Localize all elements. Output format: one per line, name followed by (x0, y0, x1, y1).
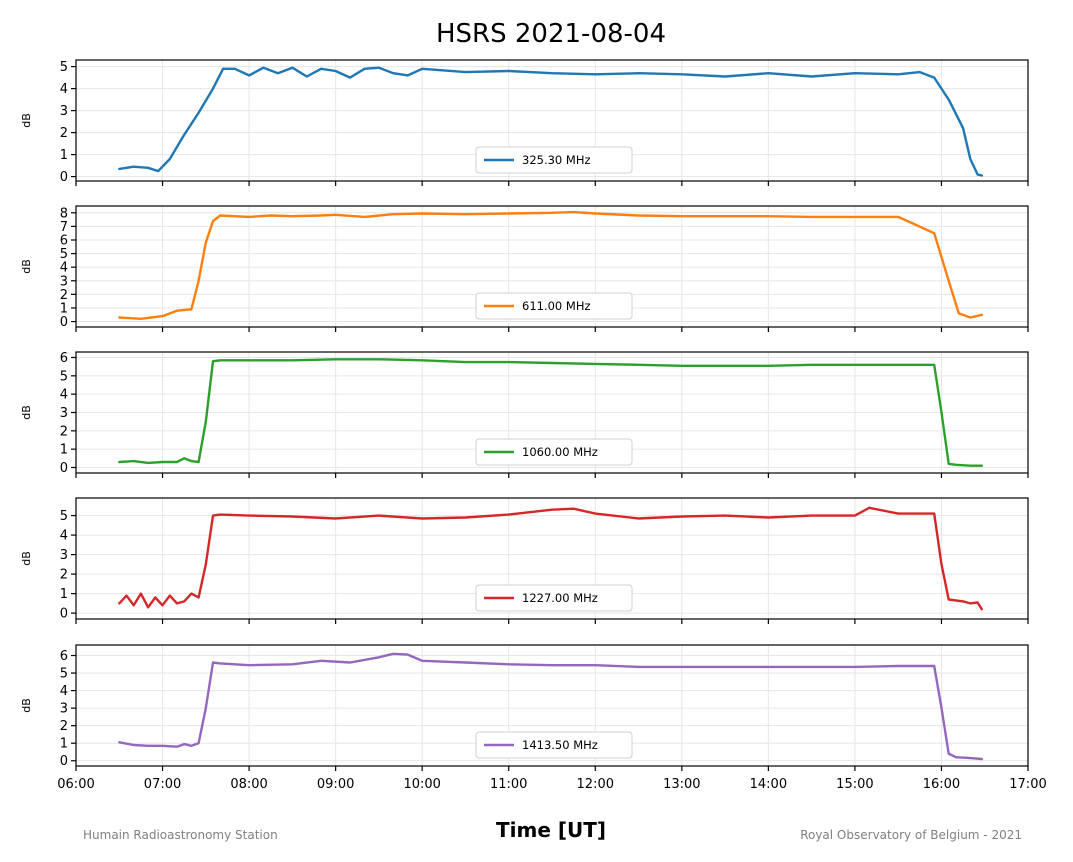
legend-label: 611.00 MHz (522, 299, 591, 313)
y-tick-label: 1 (60, 443, 68, 458)
axes-frame (75, 497, 1029, 620)
y-axis-label: dB (20, 405, 33, 420)
panel-3: 0 1 2 3 4 5 6 dB 1060.00 MHz (20, 351, 1029, 478)
y-tick-label: 8 (60, 206, 68, 221)
y-tick-label: 1 (60, 148, 68, 163)
legend-box (475, 292, 633, 320)
y-tick-label: 4 (60, 261, 68, 276)
y-tick-label: 6 (60, 649, 68, 664)
y-tick-label: 4 (60, 82, 68, 97)
footer-right: Royal Observatory of Belgium - 2021 (800, 828, 1022, 842)
chart-title: HSRS 2021-08-04 (436, 19, 666, 49)
y-tick-label: 3 (60, 702, 68, 717)
x-tick-label: 11:00 (490, 777, 527, 792)
y-tick-label: 2 (60, 424, 68, 439)
panel-5: 06:00 07:00 08:00 09:00 10:00 11:00 12:00 13:00… (20, 644, 1047, 792)
y-tick-label: 5 (60, 369, 68, 384)
legend-label: 1413.50 MHz (522, 738, 598, 752)
y-tick-label: 5 (60, 247, 68, 262)
y-tick-label: 5 (60, 667, 68, 682)
y-tick-label: 6 (60, 233, 68, 248)
y-tick-label: 7 (60, 220, 68, 235)
y-axis-label: dB (20, 113, 33, 128)
panel-1: 0 1 2 3 4 5 dB 325.30 MHz (20, 59, 1029, 186)
x-tick-label: 13:00 (663, 777, 700, 792)
y-tick-label: 4 (60, 529, 68, 544)
legend-box (475, 731, 633, 759)
x-axis-label: Time [UT] (496, 818, 606, 842)
y-tick-label: 0 (60, 754, 68, 769)
series-line-5 (118, 652, 983, 761)
y-tick-label: 3 (60, 406, 68, 421)
y-tick-label: 3 (60, 548, 68, 563)
y-tick-label: 6 (60, 351, 68, 366)
y-tick-label: 2 (60, 126, 68, 141)
footer-left: Humain Radioastronomy Station (83, 828, 278, 842)
y-tick-label: 3 (60, 274, 68, 289)
x-tick-label: 10:00 (403, 777, 440, 792)
legend-label: 1060.00 MHz (522, 445, 598, 459)
y-tick-label: 2 (60, 719, 68, 734)
series-line-4 (118, 506, 983, 611)
x-tick-label: 12:00 (577, 777, 614, 792)
y-tick-label: 1 (60, 737, 68, 752)
y-tick-label: 0 (60, 315, 68, 330)
series-line-3 (118, 358, 983, 467)
x-tick-label: 14:00 (750, 777, 787, 792)
x-tick-label: 17:00 (1009, 777, 1046, 792)
y-axis-label: dB (20, 698, 33, 713)
y-tick-label: 1 (60, 587, 68, 602)
legend-label: 325.30 MHz (522, 153, 591, 167)
legend-box (475, 146, 633, 174)
y-tick-label: 0 (60, 461, 68, 476)
y-tick-label: 1 (60, 301, 68, 316)
legend-box (475, 584, 633, 612)
y-axis-label: dB (20, 259, 33, 274)
y-tick-label: 2 (60, 288, 68, 303)
y-tick-label: 0 (60, 607, 68, 622)
y-tick-label: 5 (60, 509, 68, 524)
y-tick-label: 3 (60, 104, 68, 119)
x-tick-label: 07:00 (144, 777, 181, 792)
y-tick-label: 0 (60, 170, 68, 185)
series-line-2 (118, 210, 983, 320)
x-tick-label: 09:00 (317, 777, 354, 792)
series-line-1 (118, 66, 983, 177)
y-tick-label: 4 (60, 684, 68, 699)
y-tick-label: 4 (60, 388, 68, 403)
y-tick-label: 2 (60, 568, 68, 583)
y-axis-label: dB (20, 551, 33, 566)
panel-4: 0 1 2 3 4 5 dB 1227.00 MHz (20, 497, 1029, 624)
x-tick-label: 15:00 (836, 777, 873, 792)
x-tick-label: 06:00 (57, 777, 94, 792)
axes-frame (75, 205, 1029, 328)
axes-frame (75, 59, 1029, 182)
x-tick-label: 16:00 (923, 777, 960, 792)
y-tick-label: 5 (60, 60, 68, 75)
x-tick-label: 08:00 (230, 777, 267, 792)
legend-box (475, 438, 633, 466)
legend-label: 1227.00 MHz (522, 591, 598, 605)
axes-frame (75, 644, 1029, 767)
